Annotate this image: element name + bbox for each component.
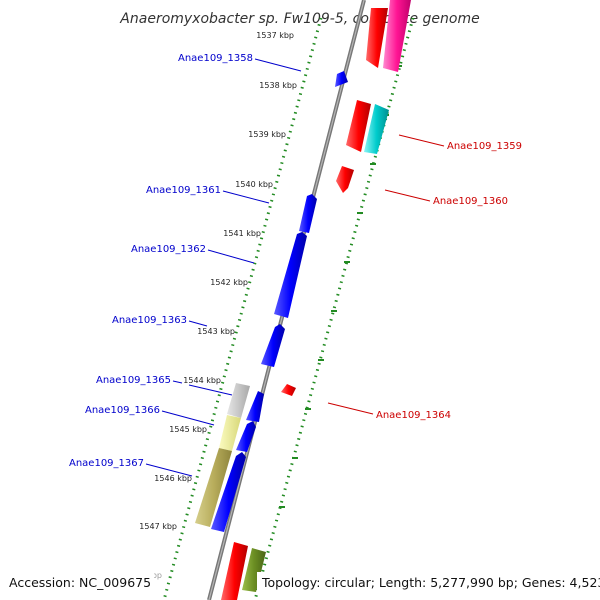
gene-feature[interactable] (346, 100, 371, 152)
gene-feature[interactable] (281, 384, 296, 396)
gene-label-left[interactable]: Anae109_1366 (85, 405, 160, 416)
map-title: Anaeromyxobacter sp. Fw109-5, complete g… (119, 11, 479, 27)
scale-track (162, 17, 323, 600)
tick-label: 1542 kbp (210, 278, 248, 287)
tick-label: 1545 kbp (169, 425, 207, 434)
gene-feature[interactable] (261, 324, 285, 367)
gene-label-right[interactable]: Anae109_1360 (433, 196, 508, 207)
left-labels: Anae109_1358 Anae109_1361 Anae109_1362 A… (69, 53, 302, 477)
tick-label: 1541 kbp (223, 229, 261, 238)
gene-feature[interactable] (221, 542, 248, 600)
tick-label: 1546 kbp (154, 474, 192, 483)
tick-label: 1538 kbp (259, 81, 297, 90)
gene-label-left[interactable]: Anae109_1365 (96, 375, 171, 386)
gene-label-left[interactable]: Anae109_1358 (178, 53, 253, 64)
accession-text: Accession: NC_009675 (9, 575, 151, 590)
tick-label: 1537 kbp (256, 31, 294, 40)
tick-label: 1540 kbp (235, 180, 273, 189)
topology-backdrop (257, 572, 597, 594)
gene-feature[interactable] (366, 8, 388, 68)
gene-label-right[interactable]: Anae109_1359 (447, 141, 522, 152)
gene-feature[interactable] (219, 415, 241, 451)
gene-feature[interactable] (211, 452, 246, 532)
gene-label-left[interactable]: Anae109_1367 (69, 458, 144, 469)
gene-label-left[interactable]: Anae109_1362 (131, 244, 206, 255)
gene-feature[interactable] (242, 548, 266, 592)
gene-feature[interactable] (335, 71, 348, 87)
gene-feature[interactable] (236, 421, 256, 452)
right-labels: Anae109_1359 Anae109_1360 Anae109_1364 (327, 134, 522, 421)
gene-feature[interactable] (383, 0, 411, 72)
right-strand-features (221, 0, 411, 600)
gene-feature[interactable] (246, 391, 264, 422)
accession-backdrop (4, 572, 154, 594)
tick-label: 1543 kbp (197, 327, 235, 336)
tick-label: 1547 kbp (139, 522, 177, 531)
gene-feature[interactable] (364, 104, 389, 154)
gene-feature[interactable] (336, 166, 354, 193)
tick-label: 1544 kbp (183, 376, 221, 385)
gene-feature[interactable] (227, 383, 250, 418)
scale-tick-labels: 1537 kbp 1538 kbp 1539 kbp 1540 kbp 1541… (124, 31, 297, 580)
gene-feature[interactable] (274, 232, 307, 318)
gene-label-right[interactable]: Anae109_1364 (376, 410, 451, 421)
gene-feature[interactable] (195, 448, 232, 527)
left-strand-features (195, 71, 348, 532)
tick-label: 1539 kbp (248, 130, 286, 139)
topology-text: Topology: circular; Length: 5,277,990 bp… (261, 575, 600, 590)
gene-feature[interactable] (299, 194, 317, 233)
gene-label-left[interactable]: Anae109_1363 (112, 315, 187, 326)
gene-label-left[interactable]: Anae109_1361 (146, 185, 221, 196)
